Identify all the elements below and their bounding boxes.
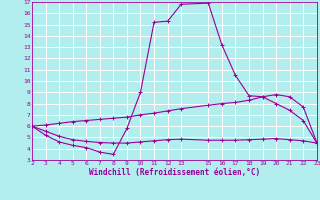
X-axis label: Windchill (Refroidissement éolien,°C): Windchill (Refroidissement éolien,°C)	[89, 168, 260, 177]
